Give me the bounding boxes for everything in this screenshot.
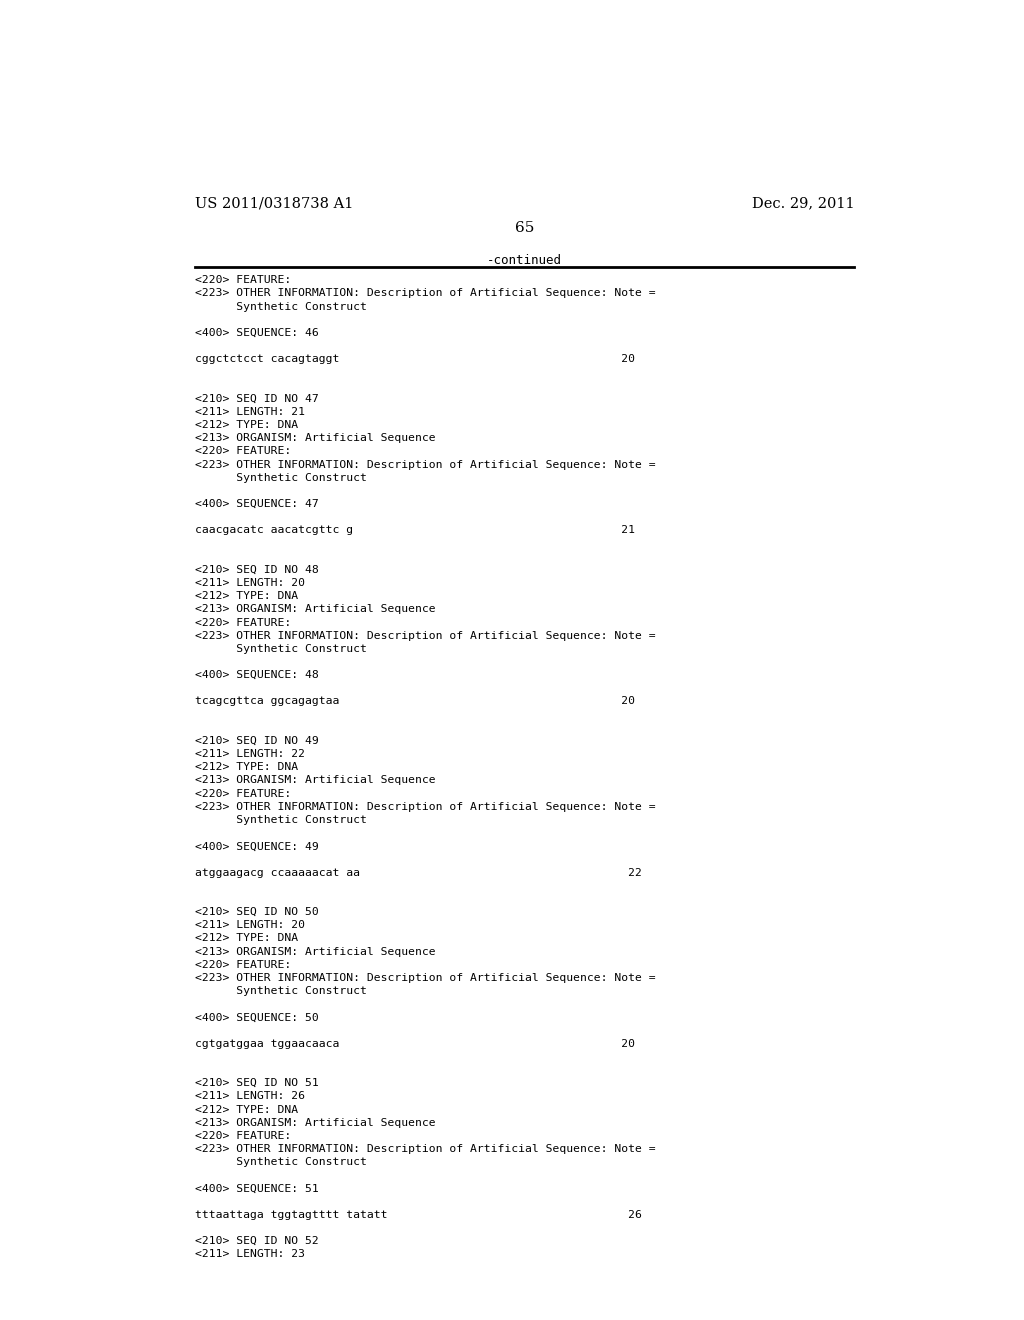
Text: 65: 65	[515, 222, 535, 235]
Text: <212> TYPE: DNA: <212> TYPE: DNA	[196, 591, 299, 601]
Text: <210> SEQ ID NO 47: <210> SEQ ID NO 47	[196, 393, 319, 404]
Text: <213> ORGANISM: Artificial Sequence: <213> ORGANISM: Artificial Sequence	[196, 433, 436, 444]
Text: <211> LENGTH: 20: <211> LENGTH: 20	[196, 578, 305, 587]
Text: Synthetic Construct: Synthetic Construct	[196, 644, 368, 653]
Text: <210> SEQ ID NO 52: <210> SEQ ID NO 52	[196, 1236, 319, 1246]
Text: <210> SEQ ID NO 50: <210> SEQ ID NO 50	[196, 907, 319, 917]
Text: Synthetic Construct: Synthetic Construct	[196, 301, 368, 312]
Text: <220> FEATURE:: <220> FEATURE:	[196, 446, 292, 457]
Text: tcagcgttca ggcagagtaa                                         20: tcagcgttca ggcagagtaa 20	[196, 697, 636, 706]
Text: <213> ORGANISM: Artificial Sequence: <213> ORGANISM: Artificial Sequence	[196, 1118, 436, 1127]
Text: <400> SEQUENCE: 46: <400> SEQUENCE: 46	[196, 327, 319, 338]
Text: <220> FEATURE:: <220> FEATURE:	[196, 960, 292, 970]
Text: tttaattaga tggtagtttt tatatt                                   26: tttaattaga tggtagtttt tatatt 26	[196, 1210, 642, 1220]
Text: <210> SEQ ID NO 48: <210> SEQ ID NO 48	[196, 565, 319, 574]
Text: <213> ORGANISM: Artificial Sequence: <213> ORGANISM: Artificial Sequence	[196, 946, 436, 957]
Text: <223> OTHER INFORMATION: Description of Artificial Sequence: Note =: <223> OTHER INFORMATION: Description of …	[196, 459, 656, 470]
Text: <220> FEATURE:: <220> FEATURE:	[196, 1131, 292, 1140]
Text: US 2011/0318738 A1: US 2011/0318738 A1	[196, 197, 354, 210]
Text: <210> SEQ ID NO 51: <210> SEQ ID NO 51	[196, 1078, 319, 1088]
Text: <400> SEQUENCE: 48: <400> SEQUENCE: 48	[196, 671, 319, 680]
Text: <400> SEQUENCE: 49: <400> SEQUENCE: 49	[196, 841, 319, 851]
Text: <211> LENGTH: 21: <211> LENGTH: 21	[196, 407, 305, 417]
Text: <212> TYPE: DNA: <212> TYPE: DNA	[196, 420, 299, 430]
Text: <211> LENGTH: 26: <211> LENGTH: 26	[196, 1092, 305, 1101]
Text: <212> TYPE: DNA: <212> TYPE: DNA	[196, 762, 299, 772]
Text: <223> OTHER INFORMATION: Description of Artificial Sequence: Note =: <223> OTHER INFORMATION: Description of …	[196, 631, 656, 640]
Text: <220> FEATURE:: <220> FEATURE:	[196, 618, 292, 627]
Text: <223> OTHER INFORMATION: Description of Artificial Sequence: Note =: <223> OTHER INFORMATION: Description of …	[196, 289, 656, 298]
Text: <223> OTHER INFORMATION: Description of Artificial Sequence: Note =: <223> OTHER INFORMATION: Description of …	[196, 801, 656, 812]
Text: Synthetic Construct: Synthetic Construct	[196, 473, 368, 483]
Text: <211> LENGTH: 22: <211> LENGTH: 22	[196, 750, 305, 759]
Text: cggctctcct cacagtaggt                                         20: cggctctcct cacagtaggt 20	[196, 354, 636, 364]
Text: <220> FEATURE:: <220> FEATURE:	[196, 276, 292, 285]
Text: Synthetic Construct: Synthetic Construct	[196, 814, 368, 825]
Text: <210> SEQ ID NO 49: <210> SEQ ID NO 49	[196, 737, 319, 746]
Text: Synthetic Construct: Synthetic Construct	[196, 986, 368, 997]
Text: <400> SEQUENCE: 51: <400> SEQUENCE: 51	[196, 1184, 319, 1193]
Text: <211> LENGTH: 23: <211> LENGTH: 23	[196, 1249, 305, 1259]
Text: cgtgatggaa tggaacaaca                                         20: cgtgatggaa tggaacaaca 20	[196, 1039, 636, 1048]
Text: <220> FEATURE:: <220> FEATURE:	[196, 788, 292, 799]
Text: <400> SEQUENCE: 50: <400> SEQUENCE: 50	[196, 1012, 319, 1023]
Text: <213> ORGANISM: Artificial Sequence: <213> ORGANISM: Artificial Sequence	[196, 775, 436, 785]
Text: atggaagacg ccaaaaacat aa                                       22: atggaagacg ccaaaaacat aa 22	[196, 867, 642, 878]
Text: <211> LENGTH: 20: <211> LENGTH: 20	[196, 920, 305, 931]
Text: <212> TYPE: DNA: <212> TYPE: DNA	[196, 933, 299, 944]
Text: <223> OTHER INFORMATION: Description of Artificial Sequence: Note =: <223> OTHER INFORMATION: Description of …	[196, 1144, 656, 1154]
Text: <212> TYPE: DNA: <212> TYPE: DNA	[196, 1105, 299, 1114]
Text: Synthetic Construct: Synthetic Construct	[196, 1158, 368, 1167]
Text: <400> SEQUENCE: 47: <400> SEQUENCE: 47	[196, 499, 319, 510]
Text: caacgacatc aacatcgttc g                                       21: caacgacatc aacatcgttc g 21	[196, 525, 636, 536]
Text: <223> OTHER INFORMATION: Description of Artificial Sequence: Note =: <223> OTHER INFORMATION: Description of …	[196, 973, 656, 983]
Text: Dec. 29, 2011: Dec. 29, 2011	[752, 197, 854, 210]
Text: <213> ORGANISM: Artificial Sequence: <213> ORGANISM: Artificial Sequence	[196, 605, 436, 614]
Text: -continued: -continued	[487, 253, 562, 267]
